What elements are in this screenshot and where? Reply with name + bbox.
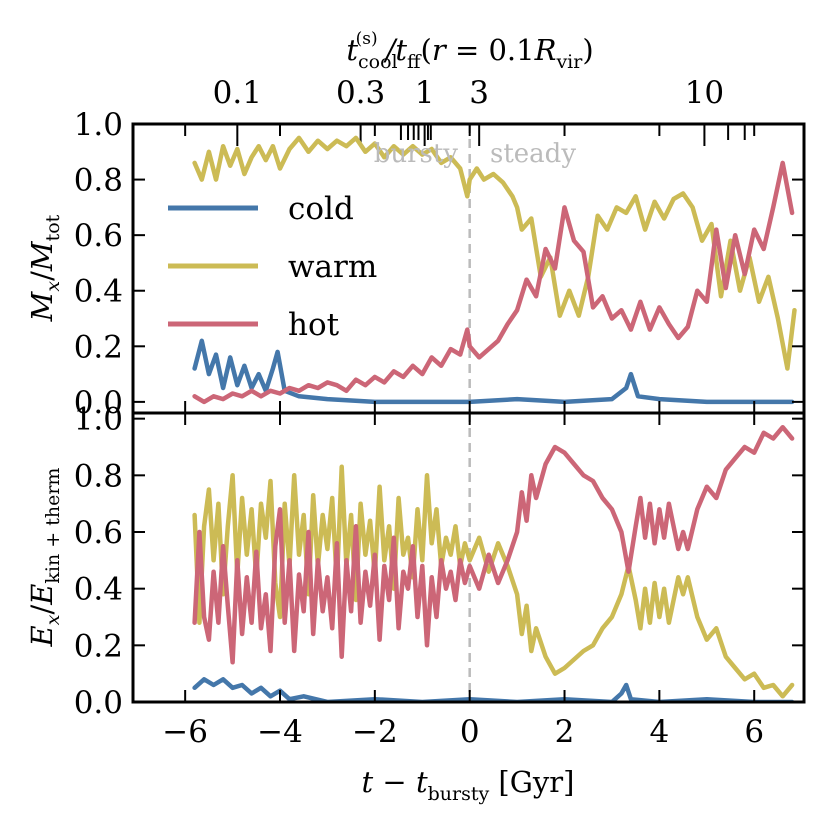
series-cold-top [192, 338, 795, 405]
x-tick-label: −6 [162, 714, 208, 750]
legend: cold warm hot [168, 191, 377, 343]
series-hot-bottom [192, 424, 795, 665]
y-tick-label-top: 0.8 [74, 163, 123, 199]
y-tick-label-top: 1.0 [74, 107, 123, 143]
frame-bottom [131, 411, 806, 704]
legend-label-warm: warm [288, 249, 377, 285]
series-group-top [192, 135, 797, 405]
panel-energy-fraction: 0.0 0.2 0.4 0.6 0.8 1.0 −6 −4 −2 0 2 4 6 [74, 402, 806, 750]
series-cold-bottom [192, 677, 795, 702]
x-tick-label: −4 [257, 714, 303, 750]
series-hot-top [192, 160, 795, 405]
y-tick-label-top: 0.0 [74, 385, 123, 421]
top-tick-label: 0.1 [213, 75, 262, 111]
x-axis-label: t − tbursty [Gyr] [362, 765, 575, 805]
y-tick-label-bottom: 1.0 [74, 402, 123, 438]
y-tick-label-bottom: 0.0 [74, 685, 123, 721]
x-tick-label: 4 [650, 714, 670, 750]
y-tick-label-top: 0.2 [74, 329, 123, 365]
panel-mass-fraction: 0.0 0.2 0.4 0.6 0.8 1.0 [74, 107, 806, 421]
y-tick-label-bottom: 0.6 [74, 515, 123, 551]
y-tick-label-bottom: 0.2 [74, 628, 123, 664]
annotation-bursty: bursty [374, 139, 459, 169]
top-tick-label: 1 [415, 75, 435, 111]
y-tick-label-bottom: 0.8 [74, 458, 123, 494]
y-tick-label-top: 0.6 [74, 218, 123, 254]
legend-label-cold: cold [288, 191, 354, 227]
x-tick-label: 6 [744, 714, 764, 750]
top-axis-ticks: 0.1 0.3 1 3 10 [213, 75, 746, 146]
series-group-bottom [192, 424, 795, 702]
top-axis-label: tcool(s)/tff(r = 0.1Rvir) [346, 29, 593, 73]
annotation-steady: steady [490, 139, 576, 169]
x-tick-label: 0 [460, 714, 480, 750]
series-warm-bottom [192, 464, 795, 699]
top-tick-label: 10 [685, 75, 724, 111]
y-axis-label-top: Mx/Mtot [25, 214, 64, 322]
series-warm-top [192, 135, 797, 371]
legend-label-hot: hot [288, 307, 340, 343]
x-tick-label: 2 [555, 714, 575, 750]
y-axis-label-bottom: Ex/Ekin + therm [25, 468, 64, 648]
y-tick-label-bottom: 0.4 [74, 572, 123, 608]
top-tick-label: 0.3 [336, 75, 385, 111]
y-tick-label-top: 0.4 [74, 274, 123, 310]
top-tick-label: 3 [469, 75, 489, 111]
x-tick-label: −2 [352, 714, 398, 750]
